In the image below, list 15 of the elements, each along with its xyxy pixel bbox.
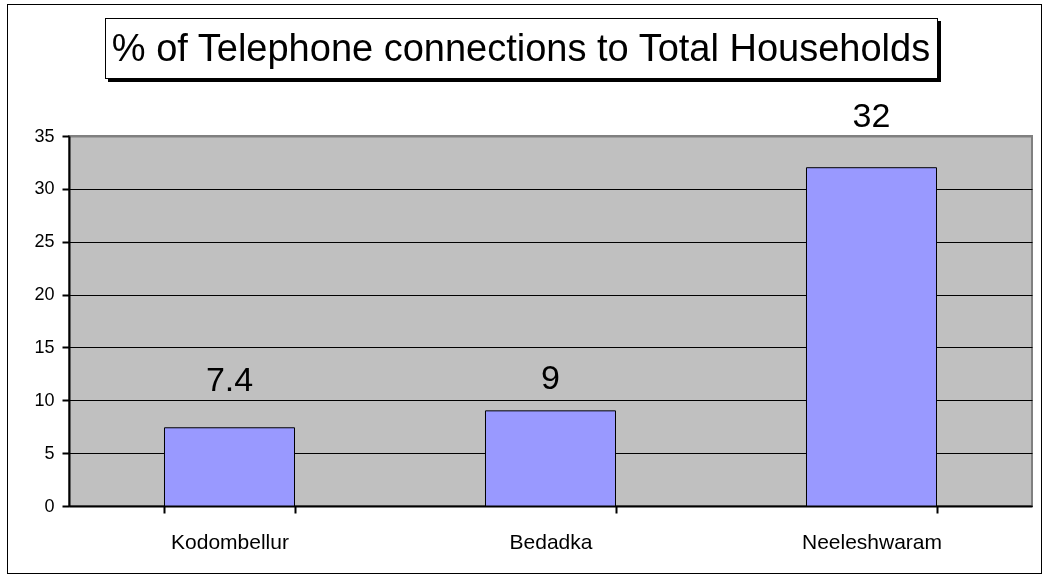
data-label: 9 bbox=[541, 357, 560, 396]
chart-title: % of Telephone connections to Total Households bbox=[111, 27, 931, 69]
x-tick-label: Kodombellur bbox=[171, 529, 289, 553]
data-label: 32 bbox=[852, 95, 891, 134]
y-tick-label: 10 bbox=[34, 389, 55, 410]
x-tick-label: Bedadka bbox=[509, 529, 593, 553]
y-tick-label: 5 bbox=[44, 442, 55, 463]
y-tick-label: 25 bbox=[34, 231, 55, 252]
y-tick-label: 35 bbox=[34, 125, 55, 146]
data-label: 7.4 bbox=[205, 359, 254, 398]
y-tick-label: 30 bbox=[34, 178, 55, 199]
y-tick-label: 0 bbox=[44, 495, 55, 516]
y-tick-label: 20 bbox=[34, 284, 55, 305]
y-tick-label: 15 bbox=[34, 336, 55, 357]
x-tick-label: Neeleshwaram bbox=[801, 529, 943, 553]
